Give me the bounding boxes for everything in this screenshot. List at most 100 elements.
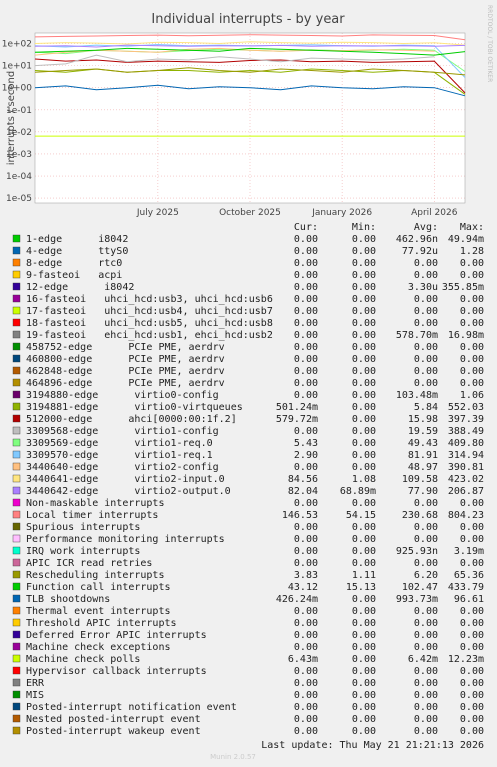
legend-value: 3.19m [454, 546, 484, 557]
legend-swatch [12, 474, 21, 483]
legend-value: 0.00 [352, 402, 376, 413]
legend-value: 355.85m [442, 282, 484, 293]
legend-value: 0.00 [352, 450, 376, 461]
legend-swatch [12, 246, 21, 255]
legend-value: 0.00 [460, 498, 484, 509]
legend-label: Posted-interrupt notification event [26, 702, 237, 713]
legend-label: 3309568-edge virtio1-config [26, 426, 219, 437]
legend-value: 81.91 [408, 450, 438, 461]
legend-value: 0.00 [294, 246, 318, 257]
legend-label: 3194881-edge virtio0-virtqueues [26, 402, 243, 413]
legend-label: Nested posted-interrupt event [26, 714, 201, 725]
series-line [34, 47, 466, 56]
legend-value: 0.00 [414, 522, 438, 533]
legend-header: Max: [460, 222, 484, 233]
legend-value: 68.89m [340, 486, 376, 497]
legend-swatch [12, 690, 21, 699]
legend-value: 0.00 [352, 666, 376, 677]
legend-label: 3440641-edge virtio2-input.0 [26, 474, 225, 485]
legend-value: 0.00 [352, 234, 376, 245]
legend-value: 0.00 [294, 234, 318, 245]
legend-value: 0.00 [294, 378, 318, 389]
legend-swatch [12, 606, 21, 615]
legend-value: 0.00 [414, 378, 438, 389]
legend-value: 0.00 [352, 606, 376, 617]
legend-label: 8-edge rtc0 [26, 258, 122, 269]
legend-swatch [12, 462, 21, 471]
plot-frame [34, 32, 466, 204]
legend-value: 0.00 [294, 678, 318, 689]
legend-value: 0.00 [414, 690, 438, 701]
legend-swatch [12, 294, 21, 303]
legend-label: Posted-interrupt wakeup event [26, 726, 201, 737]
legend-value: 409.80 [448, 438, 484, 449]
legend-value: 0.00 [460, 270, 484, 281]
legend-value: 1.11 [352, 570, 376, 581]
y-axis-label: interrupts / second [6, 71, 17, 165]
legend-value: 0.00 [460, 630, 484, 641]
legend-value: 16.98m [448, 330, 484, 341]
legend-value: 65.36 [454, 570, 484, 581]
legend-value: 5.43 [294, 438, 318, 449]
legend-label: Local timer interrupts [26, 510, 158, 521]
legend-value: 0.00 [352, 558, 376, 569]
legend-value: 993.73m [396, 594, 438, 605]
legend-value: 0.00 [460, 726, 484, 737]
legend-value: 0.00 [294, 282, 318, 293]
legend-value: 6.20 [414, 570, 438, 581]
x-tick-label: April 2026 [411, 208, 458, 218]
legend-value: 0.00 [414, 258, 438, 269]
legend-value: 0.00 [352, 642, 376, 653]
legend-value: 0.00 [294, 366, 318, 377]
legend-label: 3309569-edge virtio1-req.0 [26, 438, 213, 449]
legend-label: Machine check polls [26, 654, 140, 665]
legend-value: 0.00 [294, 642, 318, 653]
y-tick-label: 1e-01 [6, 106, 32, 116]
y-tick-label: 1e-02 [6, 128, 32, 138]
legend-value: 0.00 [414, 318, 438, 329]
legend-label: 464896-edge PCIe PME, aerdrv [26, 378, 225, 389]
y-tick-label: 1e+02 [2, 40, 32, 50]
legend-value: 578.70m [396, 330, 438, 341]
legend-value: 0.00 [352, 594, 376, 605]
legend-swatch [12, 714, 21, 723]
legend-swatch [12, 618, 21, 627]
legend-swatch [12, 558, 21, 567]
legend-value: 0.00 [414, 342, 438, 353]
legend-swatch [12, 258, 21, 267]
legend-value: 82.04 [288, 486, 318, 497]
legend-value: 0.00 [294, 618, 318, 629]
legend-value: 0.00 [460, 678, 484, 689]
legend-swatch [12, 546, 21, 555]
x-tick-label: January 2026 [311, 208, 372, 218]
legend-swatch [12, 582, 21, 591]
legend-value: 0.00 [414, 714, 438, 725]
legend-value: 0.00 [460, 606, 484, 617]
legend-value: 0.00 [414, 606, 438, 617]
legend-swatch [12, 522, 21, 531]
legend-label: 1-edge i8042 [26, 234, 128, 245]
legend-value: 0.00 [352, 702, 376, 713]
legend-value: 0.00 [352, 282, 376, 293]
legend-label: IRQ work interrupts [26, 546, 140, 557]
legend-value: 3.83 [294, 570, 318, 581]
legend-swatch [12, 306, 21, 315]
legend-value: 0.00 [352, 426, 376, 437]
legend-swatch [12, 354, 21, 363]
legend-value: 388.49 [448, 426, 484, 437]
legend-value: 0.00 [352, 414, 376, 425]
legend-label: Deferred Error APIC interrupts [26, 630, 207, 641]
legend-value: 0.00 [294, 714, 318, 725]
legend-value: 0.00 [414, 354, 438, 365]
legend-swatch [12, 402, 21, 411]
legend-value: 0.00 [460, 618, 484, 629]
legend-value: 15.13 [346, 582, 376, 593]
legend-value: 426.24m [276, 594, 318, 605]
legend-swatch [12, 534, 21, 543]
legend-value: 0.00 [352, 258, 376, 269]
legend-value: 0.00 [352, 438, 376, 449]
legend-swatch [12, 654, 21, 663]
legend-value: 0.00 [352, 522, 376, 533]
legend-swatch [12, 486, 21, 495]
legend-value: 0.00 [294, 606, 318, 617]
